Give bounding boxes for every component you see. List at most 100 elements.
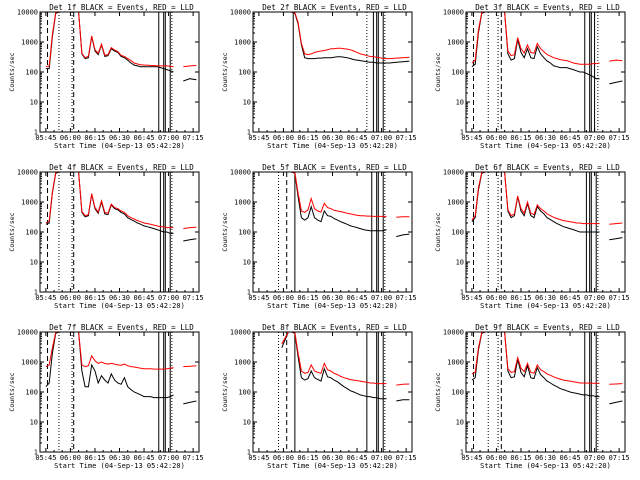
x-tick-label: 05:45 xyxy=(248,454,269,462)
x-tick-label: 06:00 xyxy=(486,454,507,462)
y-axis-label: Counts/sec xyxy=(221,52,229,91)
y-tick-label: 100 xyxy=(238,229,251,237)
series-lld-line xyxy=(45,332,197,370)
y-tick-label: 100 xyxy=(25,389,38,397)
x-tick-label: 06:30 xyxy=(109,134,130,142)
x-axis-label: Start Time (04-Sep-13 05:42:20) xyxy=(267,142,398,150)
y-tick-label: 100 xyxy=(25,69,38,77)
y-tick-label: 1000 xyxy=(21,199,38,207)
x-tick-label: 06:00 xyxy=(273,294,294,302)
x-tick-label: 07:15 xyxy=(609,294,630,302)
y-tick-label: 10 xyxy=(456,99,464,107)
chart-title: Det 5f BLACK = Events, RED = LLD xyxy=(262,163,407,172)
plot-frame xyxy=(39,331,200,453)
x-tick-label: 06:15 xyxy=(84,294,105,302)
plot-frame xyxy=(39,171,200,293)
y-tick-label: 1 xyxy=(460,449,464,457)
y-tick-label: 1 xyxy=(34,129,38,137)
y-tick-label: 10 xyxy=(243,99,251,107)
x-tick-label: 07:00 xyxy=(158,294,179,302)
y-tick-label: 100 xyxy=(25,229,38,237)
x-tick-label: 06:15 xyxy=(510,134,531,142)
series-lld-line xyxy=(471,12,623,65)
x-tick-label: 07:15 xyxy=(396,454,417,462)
x-tick-label: 05:45 xyxy=(461,134,482,142)
y-tick-label: 10000 xyxy=(17,329,38,337)
series-lld-line xyxy=(471,332,623,385)
plot-frame xyxy=(465,331,626,453)
x-tick-label: 06:15 xyxy=(297,294,318,302)
series-events-line xyxy=(288,172,410,238)
chart-panel-7: 05:45 06:00 06:15 06:30 06:45 07:00 07:15 1 10 10… xyxy=(8,323,204,470)
y-tick-label: 10000 xyxy=(17,169,38,177)
series-lld-line xyxy=(45,12,197,68)
y-tick-label: 10 xyxy=(456,419,464,427)
x-tick-label: 06:45 xyxy=(133,454,154,462)
y-axis-label: Counts/sec xyxy=(8,212,16,251)
x-tick-label: 06:30 xyxy=(109,454,130,462)
y-axis-label: Counts/sec xyxy=(8,52,16,91)
y-tick-label: 1000 xyxy=(447,199,464,207)
x-tick-label: 06:45 xyxy=(346,294,367,302)
plot-frame xyxy=(252,11,413,133)
y-tick-label: 1000 xyxy=(234,359,251,367)
y-tick-label: 10 xyxy=(30,419,38,427)
y-tick-label: 10000 xyxy=(17,9,38,17)
chart-title: Det 8f BLACK = Events, RED = LLD xyxy=(262,323,407,332)
series-lld-line xyxy=(288,12,410,60)
y-axis-label: Counts/sec xyxy=(8,372,16,411)
series-events-line xyxy=(471,172,623,241)
x-tick-label: 06:45 xyxy=(559,454,580,462)
x-tick-label: 07:00 xyxy=(371,294,392,302)
series-events-line xyxy=(281,332,410,402)
chart-panel-6: 05:45 06:00 06:15 06:30 06:45 07:00 07:15 1 10 10… xyxy=(434,163,630,310)
y-axis-label: Counts/sec xyxy=(221,212,229,251)
x-axis-label: Start Time (04-Sep-13 05:42:20) xyxy=(54,302,185,310)
x-tick-label: 06:30 xyxy=(535,294,556,302)
x-tick-label: 06:30 xyxy=(322,134,343,142)
plot-frame xyxy=(39,11,200,133)
x-tick-label: 07:15 xyxy=(609,454,630,462)
y-tick-label: 100 xyxy=(238,69,251,77)
x-tick-label: 06:00 xyxy=(60,454,81,462)
y-tick-label: 10000 xyxy=(443,329,464,337)
x-tick-label: 06:15 xyxy=(297,454,318,462)
x-tick-label: 07:00 xyxy=(158,134,179,142)
chart-panel-3: 05:45 06:00 06:15 06:30 06:45 07:00 07:15 1 10 10… xyxy=(434,3,630,150)
x-axis-label: Start Time (04-Sep-13 05:42:20) xyxy=(480,302,611,310)
chart-title: Det 2f BLACK = Events, RED = LLD xyxy=(262,3,407,12)
y-tick-label: 100 xyxy=(451,229,464,237)
x-tick-label: 06:15 xyxy=(510,454,531,462)
x-tick-label: 07:15 xyxy=(609,134,630,142)
y-tick-label: 1 xyxy=(247,289,251,297)
y-tick-label: 1 xyxy=(247,129,251,137)
plot-frame xyxy=(465,11,626,133)
series-events-line xyxy=(471,12,623,85)
y-axis-label: Counts/sec xyxy=(434,212,442,251)
x-tick-label: 06:45 xyxy=(133,134,154,142)
series-lld-line xyxy=(471,172,623,225)
y-tick-label: 100 xyxy=(451,69,464,77)
y-tick-label: 100 xyxy=(238,389,251,397)
y-tick-label: 10000 xyxy=(230,169,251,177)
x-tick-label: 06:30 xyxy=(535,134,556,142)
x-tick-label: 07:00 xyxy=(371,454,392,462)
x-tick-label: 05:45 xyxy=(35,454,56,462)
y-tick-label: 1000 xyxy=(234,199,251,207)
y-tick-label: 10000 xyxy=(230,329,251,337)
x-tick-label: 06:45 xyxy=(559,294,580,302)
chart-panel-2: 05:45 06:00 06:15 06:30 06:45 07:00 07:15 1 10 10… xyxy=(221,3,417,150)
x-tick-label: 05:45 xyxy=(35,134,56,142)
x-tick-label: 07:00 xyxy=(584,134,605,142)
x-tick-label: 06:00 xyxy=(273,134,294,142)
x-tick-label: 07:00 xyxy=(584,294,605,302)
series-lld-line xyxy=(45,172,197,230)
x-tick-label: 07:15 xyxy=(396,134,417,142)
x-axis-label: Start Time (04-Sep-13 05:42:20) xyxy=(54,462,185,470)
series-events-line xyxy=(45,172,197,242)
chart-panel-1: 05:45 06:00 06:15 06:30 06:45 07:00 07:15 1 10 10… xyxy=(8,3,204,150)
y-tick-label: 1 xyxy=(460,289,464,297)
x-tick-label: 06:30 xyxy=(322,454,343,462)
chart-title: Det 1f BLACK = Events, RED = LLD xyxy=(49,3,194,12)
